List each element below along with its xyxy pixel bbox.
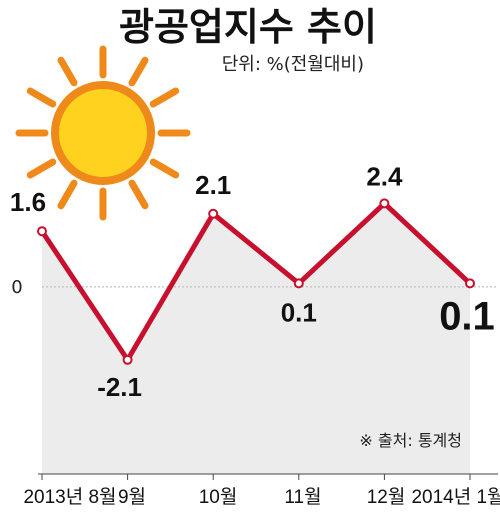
sun-ray [57,56,78,87]
sun-core [59,89,147,177]
sun-ray [26,158,57,179]
sun-ray [128,56,149,87]
x-tick-label: 11월 [284,486,321,508]
data-label: 0.1 [281,297,317,327]
data-point [37,226,47,237]
x-tick-label: 10월 [199,486,238,508]
source-note: ※ 출처: 통계청 [359,431,462,450]
x-tick-label: 2014년 1월 [411,486,500,508]
data-point [122,354,133,365]
data-label: 2.4 [366,161,403,191]
y-tick-label-0: 0 [11,277,22,298]
data-label: 0.1 [439,294,495,338]
plot-area: 0 2013년 8월 9월 10월 11월 12월 2014년 1월 1.6 -2.1 2.1… [10,161,500,508]
chart-title: 광공업지수 추이 [119,5,377,49]
data-point [465,278,475,289]
data-points [37,198,475,365]
x-ticks [41,474,471,480]
series-line [39,199,473,365]
x-tick-label: 9월 [118,486,146,508]
sun-ray [149,87,180,108]
data-point [293,278,304,289]
data-label: 1.6 [10,187,46,217]
unit-label: 단위: %(전월대비) [222,54,364,75]
x-tick-label: 2013년 8월 [23,486,116,508]
x-tick-label: 12월 [367,486,406,508]
sun-ray [57,179,78,210]
x-tick-labels: 2013년 8월 9월 10월 11월 12월 2014년 1월 [23,486,500,508]
data-point [379,198,390,209]
sun-ray [128,179,149,210]
data-label: 2.1 [195,170,231,200]
data-point [208,208,219,219]
data-label: -2.1 [97,372,142,402]
area-fill [42,203,470,474]
sun-icon [15,45,191,221]
sun-ray [26,87,57,108]
data-labels: 1.6 -2.1 2.1 0.1 2.4 0.1 [10,161,495,401]
sun-ray [149,158,180,179]
sun-rays [15,45,191,221]
